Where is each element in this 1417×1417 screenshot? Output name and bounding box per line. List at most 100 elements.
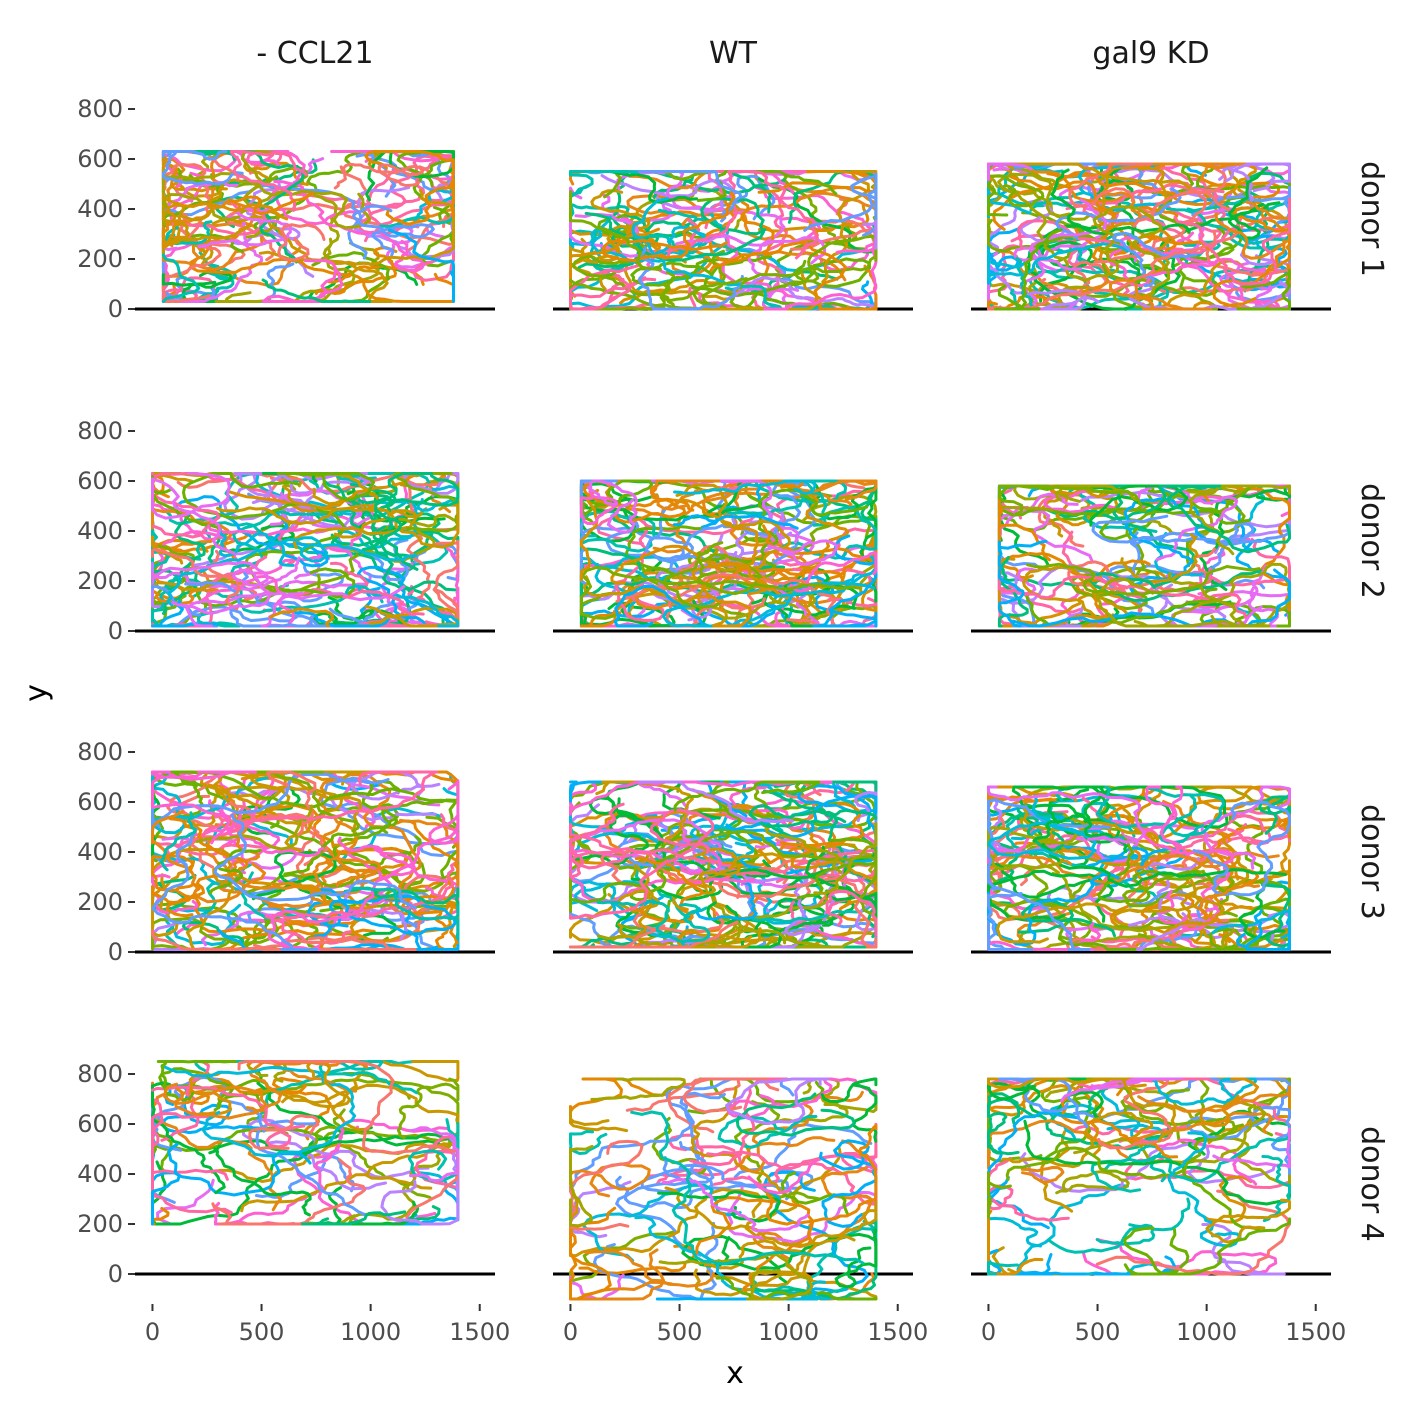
cell-track <box>717 1115 818 1149</box>
cell-track <box>673 780 821 812</box>
cell-track <box>1020 1166 1065 1184</box>
cell-track <box>579 488 600 582</box>
cell-track <box>997 539 1048 628</box>
cell-track <box>569 1230 675 1290</box>
cell-track <box>987 794 1125 860</box>
cell-track <box>151 1142 181 1226</box>
cell-track <box>1020 1142 1276 1193</box>
cell-track <box>214 803 408 904</box>
cell-track <box>630 261 713 287</box>
cell-track <box>151 1085 306 1149</box>
cell-track <box>1091 514 1291 546</box>
cell-track <box>1017 898 1116 938</box>
cell-track <box>652 479 771 554</box>
cell-track <box>255 1119 368 1217</box>
panels <box>135 150 1331 1301</box>
cell-track <box>1212 1127 1291 1169</box>
cell-track <box>708 241 878 311</box>
cell-track <box>151 599 219 628</box>
cell-track <box>717 866 878 949</box>
cell-track <box>163 1082 268 1120</box>
cell-track <box>987 1077 1177 1143</box>
cell-track <box>216 472 380 526</box>
cell-track <box>380 1137 460 1226</box>
cell-track <box>1145 484 1251 525</box>
cell-track <box>812 534 878 628</box>
cell-track <box>1090 1126 1291 1193</box>
cell-track <box>1109 278 1211 311</box>
row-strip-label: donor 1 <box>1354 161 1389 277</box>
y-tick-label: 600 <box>77 467 123 495</box>
cell-track <box>569 1130 608 1155</box>
row-strip-label: donor 2 <box>1354 483 1389 599</box>
cell-track <box>1123 1103 1238 1131</box>
cell-track <box>1087 568 1262 602</box>
cell-track <box>354 584 460 628</box>
cell-track <box>160 1064 357 1158</box>
cell-track <box>735 1092 856 1137</box>
cell-track <box>277 223 326 262</box>
cell-track <box>1227 166 1269 240</box>
cell-track <box>569 822 718 870</box>
cell-track <box>726 1077 878 1119</box>
cell-track <box>1005 1123 1245 1181</box>
x-tick-label: 1000 <box>340 1318 401 1346</box>
axes: 0 200 400 600 800 0 200 400 600 800 0 200 400 600 800 0… <box>77 95 1346 1346</box>
cell-track <box>1191 185 1291 224</box>
cell-track <box>613 585 776 628</box>
column-strip-label: WT <box>709 36 758 71</box>
y-tick-label: 800 <box>77 95 123 123</box>
cell-track <box>1082 205 1171 298</box>
cell-track <box>407 1118 460 1183</box>
cell-track <box>987 798 1111 951</box>
cell-track <box>1235 908 1291 951</box>
cell-track <box>630 1110 865 1266</box>
panel <box>135 472 495 633</box>
cell-track <box>161 150 244 186</box>
cell-track <box>1146 484 1291 554</box>
cell-track <box>584 197 767 262</box>
row-strips: donor 1 donor 2 donor 3 donor 4 <box>1354 161 1389 1242</box>
x-tick-label: 1000 <box>758 1318 819 1346</box>
cell-track <box>1225 162 1291 193</box>
cell-track <box>1132 522 1255 580</box>
cell-track <box>398 818 460 887</box>
cell-track <box>987 1171 1012 1219</box>
cell-track <box>301 1210 407 1226</box>
cell-track <box>569 802 625 879</box>
cell-track <box>226 859 378 910</box>
cell-track <box>331 1083 460 1177</box>
cell-track <box>600 849 741 934</box>
x-tick-label: 1500 <box>449 1318 510 1346</box>
y-tick-label: 200 <box>77 567 123 595</box>
cell-track <box>343 886 460 914</box>
cell-track <box>269 607 335 628</box>
cell-track <box>1214 200 1291 260</box>
cell-track <box>569 920 739 949</box>
cell-track <box>570 170 639 174</box>
cell-track <box>789 551 878 593</box>
cell-track <box>666 170 819 260</box>
y-tick-label: 400 <box>77 195 123 223</box>
cell-track <box>750 1218 878 1301</box>
cell-track <box>294 154 455 209</box>
y-tick-label: 600 <box>77 145 123 173</box>
cell-track <box>675 483 792 572</box>
cell-track <box>313 888 457 938</box>
cell-track <box>631 197 741 287</box>
cell-track <box>161 150 179 158</box>
cell-track <box>156 1060 237 1102</box>
cell-track <box>151 547 241 611</box>
cell-track <box>1189 484 1291 556</box>
cell-track <box>387 228 455 303</box>
panel <box>135 150 495 311</box>
cell-track <box>251 850 397 942</box>
cell-track <box>725 1077 830 1125</box>
cell-track <box>658 1253 814 1301</box>
cell-track <box>665 573 841 628</box>
cell-track <box>1162 800 1232 842</box>
cell-track <box>1261 1155 1291 1223</box>
y-tick-label: 400 <box>77 1160 123 1188</box>
cell-track <box>165 810 254 856</box>
cell-track <box>661 277 748 302</box>
